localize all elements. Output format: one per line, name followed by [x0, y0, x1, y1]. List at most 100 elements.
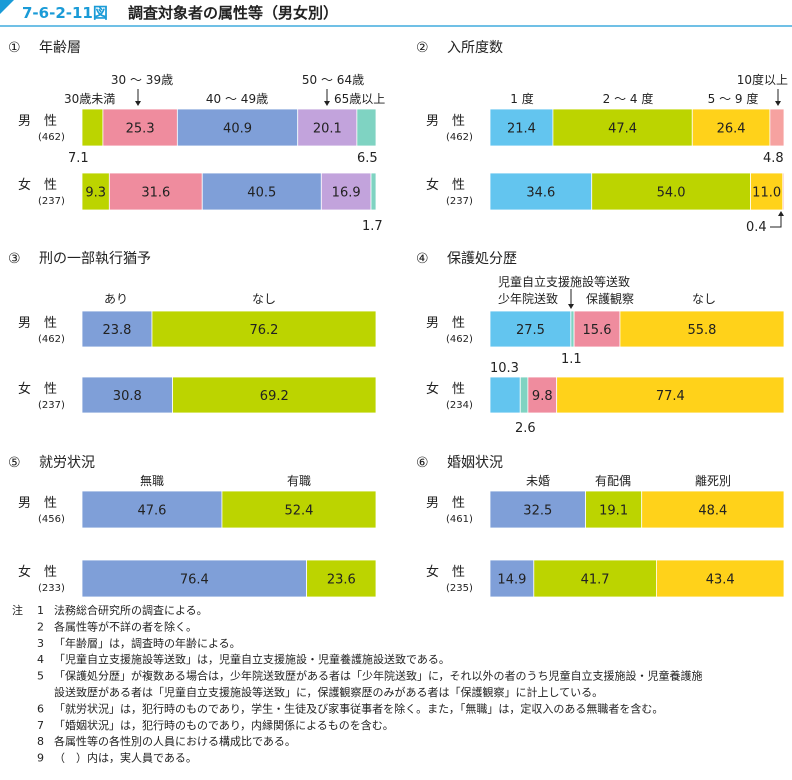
- category-label: 保護観察: [586, 291, 634, 306]
- data-label-outside: 2.6: [515, 421, 536, 436]
- category-label: 40 〜 49歳: [206, 92, 268, 106]
- row-count: (237): [38, 196, 65, 207]
- category-label: 1 度: [510, 91, 533, 106]
- row-label: 女 性: [18, 381, 57, 397]
- figure-title: 調査対象者の属性等（男女別）: [128, 4, 338, 22]
- data-label-outside: 7.1: [68, 151, 89, 166]
- bar-segment: [769, 108, 785, 147]
- row-label: 男 性: [426, 496, 465, 511]
- data-label-outside: 1.7: [362, 219, 383, 234]
- data-label: 55.8: [687, 323, 716, 338]
- data-label: 23.6: [327, 573, 356, 588]
- data-label: 48.4: [698, 504, 727, 519]
- row-count: (462): [38, 334, 65, 345]
- category-label: 2 〜 4 度: [603, 91, 654, 106]
- panel-title: ② 入所度数: [416, 40, 503, 56]
- bar-segment: [619, 310, 785, 348]
- row-count: (462): [38, 132, 65, 143]
- data-label: 40.9: [223, 122, 252, 137]
- data-label: 9.8: [532, 389, 553, 404]
- row-label: 男 性: [426, 114, 465, 129]
- bar-segment: [370, 172, 377, 211]
- category-label: 無職: [140, 473, 164, 488]
- data-label: 32.5: [523, 504, 552, 519]
- bar-segment: [691, 108, 771, 147]
- row-count: (237): [446, 196, 473, 207]
- bar-segment: [81, 490, 223, 529]
- row-count: (234): [446, 400, 473, 411]
- data-label: 16.9: [332, 186, 361, 201]
- note-text: 法務総合研究所の調査による。: [54, 603, 208, 617]
- data-label: 27.5: [516, 323, 545, 338]
- row-count: (461): [446, 514, 473, 525]
- category-label: 50 〜 64歳: [302, 73, 364, 87]
- notes-area: 注 1 法務総合研究所の調査による。 2 各属性等が不詳の者を除く。 3 「年齢層」は，調査…: [12, 603, 702, 765]
- category-label: なし: [692, 292, 716, 306]
- note-text: 「年齢層」は，調査時の年齢による。: [54, 636, 241, 650]
- note-number: 9: [37, 752, 44, 765]
- bar-segment: [201, 172, 322, 211]
- data-label-outside: 0.4: [746, 220, 767, 235]
- data-label: 34.6: [526, 186, 555, 201]
- data-label: 47.6: [137, 504, 166, 519]
- data-label: 9.3: [85, 186, 106, 201]
- bar-segment: [519, 376, 529, 414]
- pointer-arrowhead: [775, 101, 781, 106]
- bar-segment: [108, 172, 203, 211]
- row-count: (462): [446, 334, 473, 345]
- chart-panel-1: ① 年齢層 30歳未満 30 〜 39歳 40 〜 49歳 50 〜 64歳 65歳以上男…: [8, 40, 385, 234]
- data-label: 11.0: [752, 186, 781, 201]
- data-label: 20.1: [313, 122, 342, 137]
- category-label: 有職: [287, 474, 311, 488]
- category-label: 離死別: [695, 474, 731, 488]
- data-label: 52.4: [284, 504, 313, 519]
- bar-segment: [489, 490, 586, 529]
- figure-number: 7-6-2-11図: [22, 4, 108, 22]
- pointer-arrowhead: [568, 304, 574, 309]
- note-text: 「婚姻状況」は，犯行時のものであり，内縁関係によるものを含む。: [54, 718, 394, 732]
- figure-header: 7-6-2-11図 調査対象者の属性等（男女別）: [0, 0, 792, 27]
- note-number: 7: [37, 719, 44, 732]
- bar-segment: [221, 490, 377, 529]
- data-label: 21.4: [507, 122, 536, 137]
- bar-segment: [527, 376, 558, 414]
- note-text: 「保護処分歴」が複数ある場合は，少年院送致歴がある者は「少年院送致」に，それ以外…: [54, 669, 702, 683]
- pointer-arrowhead: [778, 211, 784, 216]
- category-label: 10度以上: [737, 72, 788, 87]
- data-label: 77.4: [656, 389, 685, 404]
- data-label: 40.5: [247, 186, 276, 201]
- row-label: 女 性: [18, 564, 57, 580]
- data-label-outside: 6.5: [357, 151, 378, 166]
- note-text: 各属性等の各性別の人員における構成比である。: [54, 734, 296, 748]
- bar-segment: [81, 559, 308, 598]
- charts-area: ① 年齢層 30歳未満 30 〜 39歳 40 〜 49歳 50 〜 64歳 65歳以上男…: [8, 40, 788, 598]
- category-label: 30 〜 39歳: [111, 73, 173, 87]
- pointer-arrowhead: [324, 101, 330, 106]
- bar-segment: [151, 310, 377, 348]
- data-label: 43.4: [706, 573, 735, 588]
- note-number: 1: [37, 604, 44, 617]
- bar-segment: [750, 172, 784, 211]
- data-label-outside: 10.3: [490, 361, 519, 376]
- row-label: 女 性: [426, 177, 465, 193]
- bar-segment: [81, 310, 153, 348]
- data-label: 30.8: [113, 389, 142, 404]
- category-label: あり: [104, 292, 128, 306]
- data-label: 26.4: [717, 122, 746, 137]
- panel-title: ⑤ 就労状況: [8, 455, 95, 471]
- data-label: 15.6: [583, 323, 612, 338]
- category-label: 児童自立支援施設等送致: [498, 274, 630, 289]
- bar-segment: [573, 310, 621, 348]
- note-number: 8: [37, 735, 44, 748]
- data-label-outside: 4.8: [763, 151, 784, 166]
- bar-segment: [489, 376, 521, 414]
- pointer-line: [770, 215, 782, 228]
- panel-title: ④ 保護処分歴: [416, 251, 517, 267]
- panel-title: ⑥ 婚姻状況: [416, 455, 503, 471]
- category-label: 65歳以上: [334, 92, 385, 106]
- category-label: 5 〜 9 度: [708, 91, 759, 106]
